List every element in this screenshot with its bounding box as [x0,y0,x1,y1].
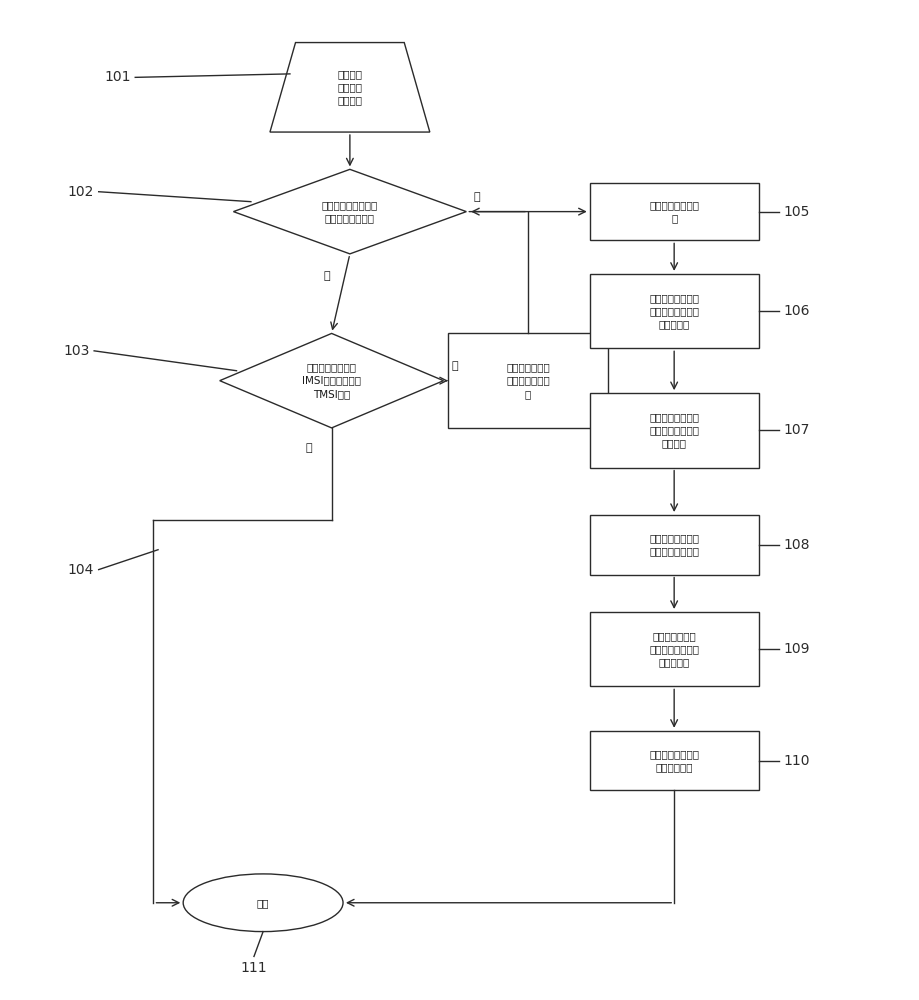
Text: 按指定位置获取注
册成功的文件: 按指定位置获取注 册成功的文件 [649,749,699,772]
Text: 判断手机号码是否已
自动成功配置完成: 判断手机号码是否已 自动成功配置完成 [322,200,378,223]
Text: 是: 是 [323,271,330,281]
Text: 否: 否 [451,361,458,371]
Text: 109: 109 [784,642,811,656]
Text: 101: 101 [104,70,130,84]
Text: 108: 108 [784,538,811,552]
Text: 110: 110 [784,754,811,768]
Text: 102: 102 [68,185,94,199]
Text: 111: 111 [241,961,267,975]
Text: 自动删除有关注
册的所有配置文
件: 自动删除有关注 册的所有配置文 件 [506,362,550,399]
Text: 运营商系统将数据
返回至应用服务器: 运营商系统将数据 返回至应用服务器 [649,533,699,556]
Bar [448,333,608,428]
Text: 将数据解析完毕
后，写入指定位置
供终端获取: 将数据解析完毕 后，写入指定位置 供终端获取 [649,631,699,667]
Polygon shape [220,333,444,428]
Text: 是: 是 [305,443,312,453]
Text: 105: 105 [784,205,811,219]
Bar [590,731,759,790]
Text: 判断当前手机卡的
IMSI是否与保存的
TMSI一致: 判断当前手机卡的 IMSI是否与保存的 TMSI一致 [302,362,361,399]
Text: 运行软件
后，系统
自动联网: 运行软件 后，系统 自动联网 [337,69,362,106]
Text: 与服务器交互获取
该运营商短信平台
号码（注）: 与服务器交互获取 该运营商短信平台 号码（注） [649,293,699,329]
Bar [590,515,759,575]
Bar [590,274,759,348]
Text: 结束: 结束 [256,898,269,908]
Bar [590,183,759,240]
Polygon shape [270,43,430,132]
Text: 用户自主选择运营
商: 用户自主选择运营 商 [649,200,699,223]
Bar [590,393,759,468]
Text: 否: 否 [474,192,481,202]
Ellipse shape [183,874,343,932]
Text: 106: 106 [784,304,811,318]
Text: 104: 104 [68,563,94,577]
Polygon shape [233,169,466,254]
Text: 按一定的格式，向
该短信平台号发送
注册认证: 按一定的格式，向 该短信平台号发送 注册认证 [649,412,699,449]
Bar [590,612,759,686]
Text: 103: 103 [63,344,89,358]
Text: 107: 107 [784,423,811,437]
